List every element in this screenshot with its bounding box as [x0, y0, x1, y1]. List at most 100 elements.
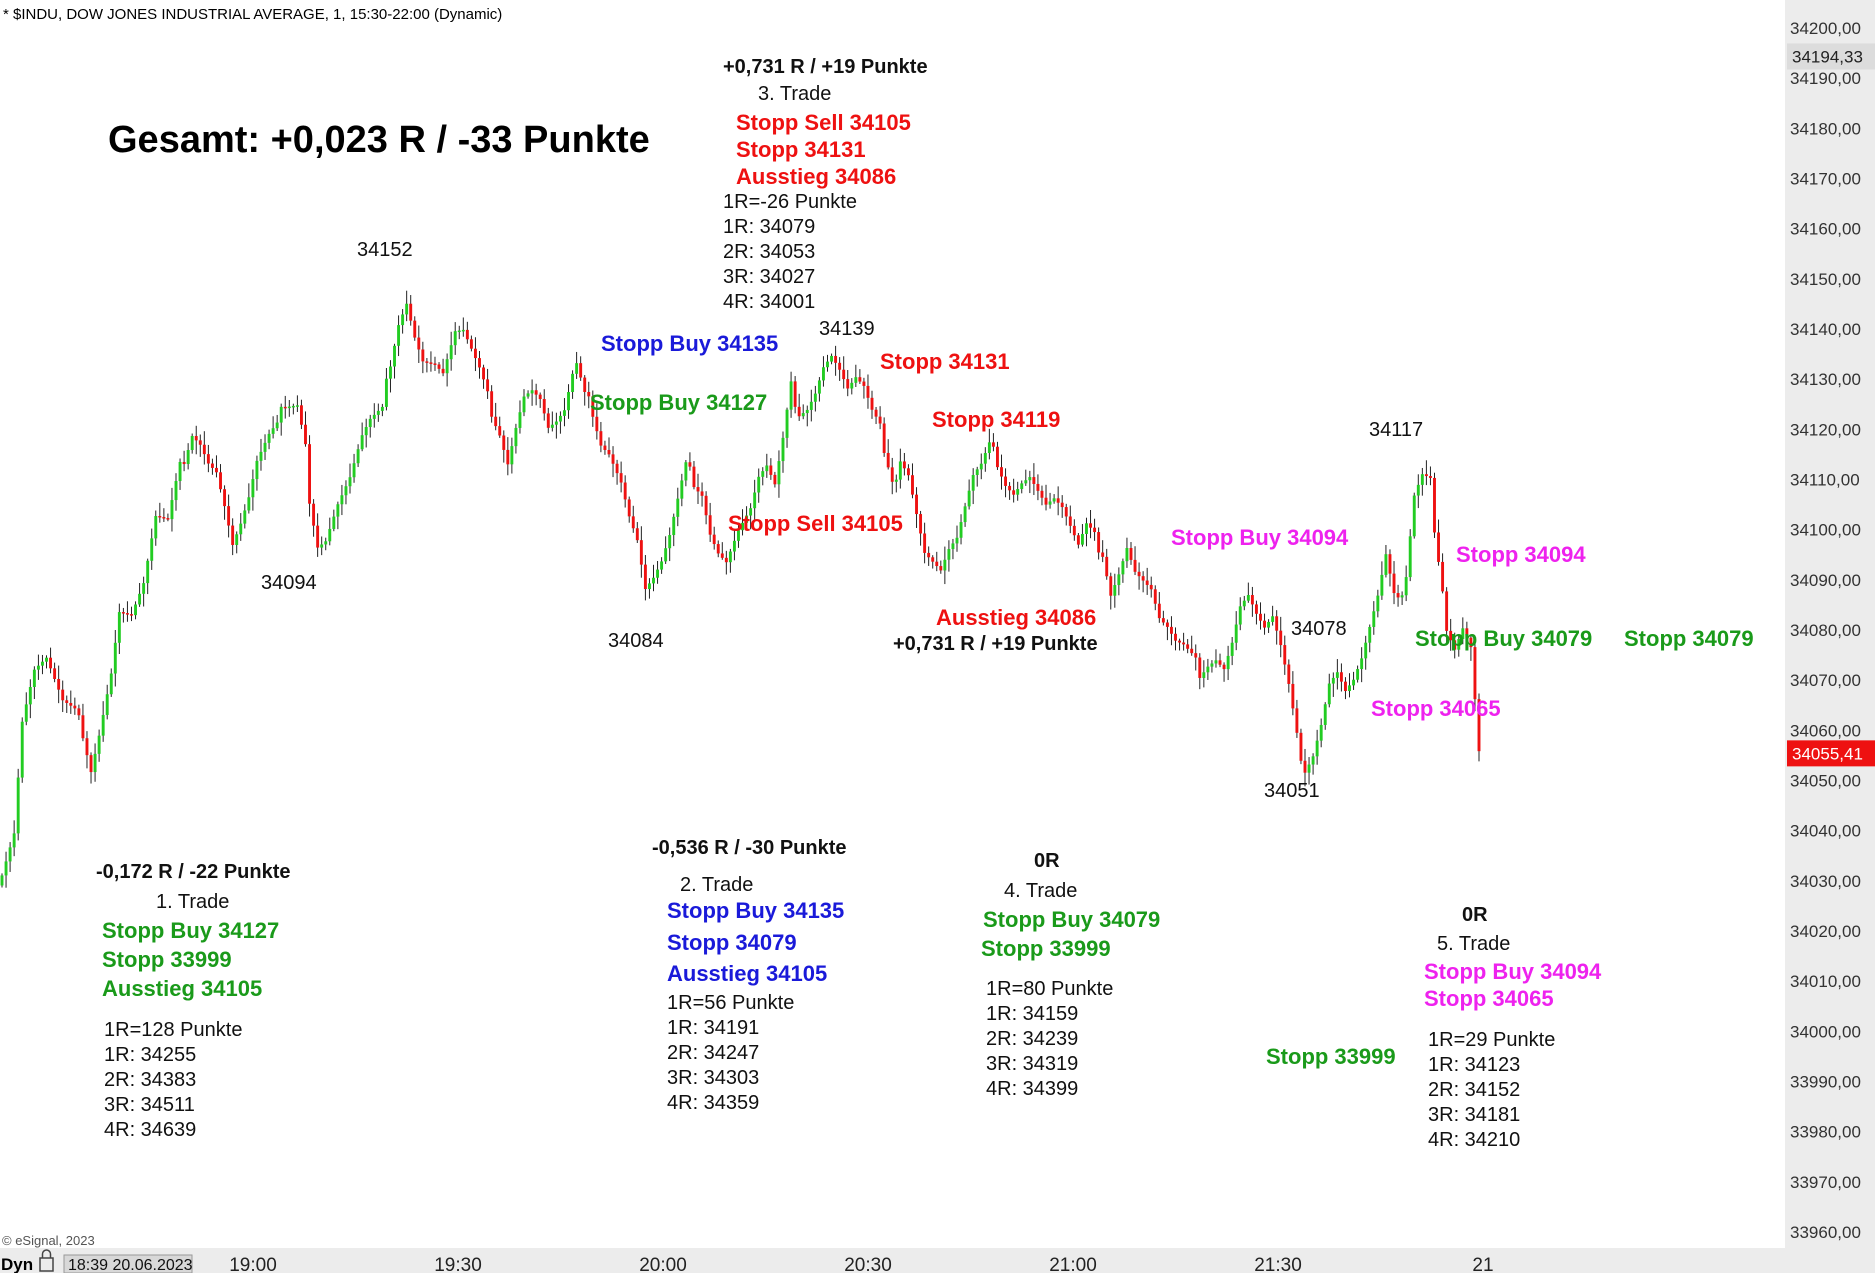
candle-up — [668, 535, 672, 549]
candle-down — [85, 738, 89, 756]
trade-4-target-1r: 1R: 34159 — [986, 1003, 1078, 1025]
candle-up — [1117, 574, 1121, 586]
price-axis[interactable] — [1785, 0, 1875, 1273]
candle-down — [425, 361, 429, 363]
pivot-label: 34117 — [1369, 419, 1423, 441]
candle-up — [1315, 740, 1319, 757]
candle-up — [1210, 663, 1214, 667]
candle-down — [429, 362, 433, 364]
trade-2-title: 2. Trade — [680, 874, 753, 896]
candle-down — [198, 440, 202, 445]
candle-down — [1433, 477, 1436, 533]
trade-4-title: 4. Trade — [1004, 880, 1077, 902]
candle-up — [898, 461, 902, 480]
candle-down — [53, 668, 57, 679]
trade-5-alt-stop: Stopp 33999 — [1266, 1044, 1396, 1069]
candle-up — [1311, 756, 1315, 765]
candle-up — [328, 528, 332, 542]
candle-up — [20, 721, 24, 778]
candle-down — [77, 708, 81, 716]
candle-up — [243, 510, 247, 524]
price-tick-label: 34000,00 — [1790, 1022, 1861, 1041]
candle-up — [1412, 495, 1416, 537]
trade-2-result: -0,536 R / -30 Punkte — [652, 837, 847, 859]
candle-down — [1129, 548, 1133, 560]
candle-down — [619, 473, 623, 483]
candle-up — [235, 534, 239, 545]
candle-up — [344, 486, 348, 496]
candle-down — [546, 413, 550, 428]
candle-down — [862, 381, 866, 386]
candle-down — [769, 465, 773, 475]
candle-down — [1263, 620, 1266, 628]
candle-up — [728, 551, 732, 563]
candle-up — [251, 479, 255, 498]
candle-up — [1416, 484, 1420, 496]
trade-1-stop: Stopp 33999 — [102, 947, 232, 972]
price-tick-label: 34070,00 — [1790, 671, 1861, 690]
candle-down — [1174, 633, 1177, 641]
candle-down — [591, 396, 595, 417]
candle-up — [154, 515, 158, 539]
trade-2-stop: Stopp 34079 — [667, 930, 797, 955]
candle-up — [259, 451, 263, 461]
candle-up — [741, 522, 744, 531]
lock-icon[interactable] — [39, 1249, 54, 1272]
candle-down — [312, 503, 316, 526]
candle-down — [506, 449, 510, 465]
trade-3-title: 3. Trade — [758, 83, 831, 105]
candle-up — [575, 363, 579, 374]
candle-up — [405, 303, 409, 315]
price-tick-label: 34110,00 — [1790, 471, 1860, 490]
candle-down — [603, 445, 607, 450]
candle-up — [178, 461, 182, 482]
candle-down — [931, 557, 935, 562]
candle-up — [97, 735, 101, 754]
candle-down — [1032, 477, 1036, 484]
candle-down — [696, 487, 700, 492]
candle-down — [700, 491, 704, 496]
candle-down — [486, 379, 490, 392]
candle-up — [8, 847, 12, 862]
candle-up — [1372, 611, 1376, 627]
candle-down — [1161, 618, 1165, 623]
candle-down — [1105, 556, 1109, 577]
price-ticks: 34200,00 34190,00 34180,00 34170,00 34160,00… — [1790, 19, 1861, 1242]
candle-up — [809, 401, 813, 410]
candle-down — [874, 409, 878, 417]
candle-down — [219, 472, 222, 490]
candle-up — [979, 463, 983, 470]
candle-up — [1267, 621, 1271, 628]
candle-up — [1242, 600, 1246, 607]
candle-up — [190, 435, 194, 451]
candle-up — [1080, 533, 1084, 545]
candlestick-series — [0, 290, 1481, 888]
trade-5-target-3r: 3R: 34181 — [1428, 1104, 1520, 1126]
trade-2-target-3r: 3R: 34303 — [667, 1067, 759, 1089]
candle-up — [1121, 561, 1125, 575]
trade-4-entry: Stopp Buy 34079 — [983, 907, 1160, 932]
candle-up — [1206, 666, 1210, 673]
candle-up — [801, 413, 805, 417]
candle-down — [1157, 603, 1161, 619]
candle-down — [1424, 474, 1428, 477]
candle-down — [542, 399, 546, 414]
candle-up — [1335, 672, 1339, 678]
candle-up — [1024, 480, 1028, 484]
price-tick-label: 34080,00 — [1790, 621, 1861, 640]
time-axis[interactable] — [0, 1248, 1785, 1273]
candle-down — [870, 397, 874, 410]
candle-down — [1283, 645, 1287, 665]
candle-up — [1307, 764, 1311, 773]
candle-up — [680, 480, 684, 499]
candle-down — [708, 515, 712, 535]
trade-5-target-4r: 4R: 34210 — [1428, 1129, 1520, 1151]
candle-up — [364, 427, 368, 436]
time-tick-label: 21 — [1472, 1255, 1493, 1273]
candle-up — [530, 390, 534, 394]
time-tick-label: 21:00 — [1049, 1255, 1097, 1273]
dynamic-mode-label[interactable]: Dyn — [1, 1255, 33, 1273]
chart-level-labels: Stopp Buy 34135 Stopp Buy 34127 Stopp 34… — [590, 331, 1754, 721]
candle-down — [121, 612, 125, 614]
